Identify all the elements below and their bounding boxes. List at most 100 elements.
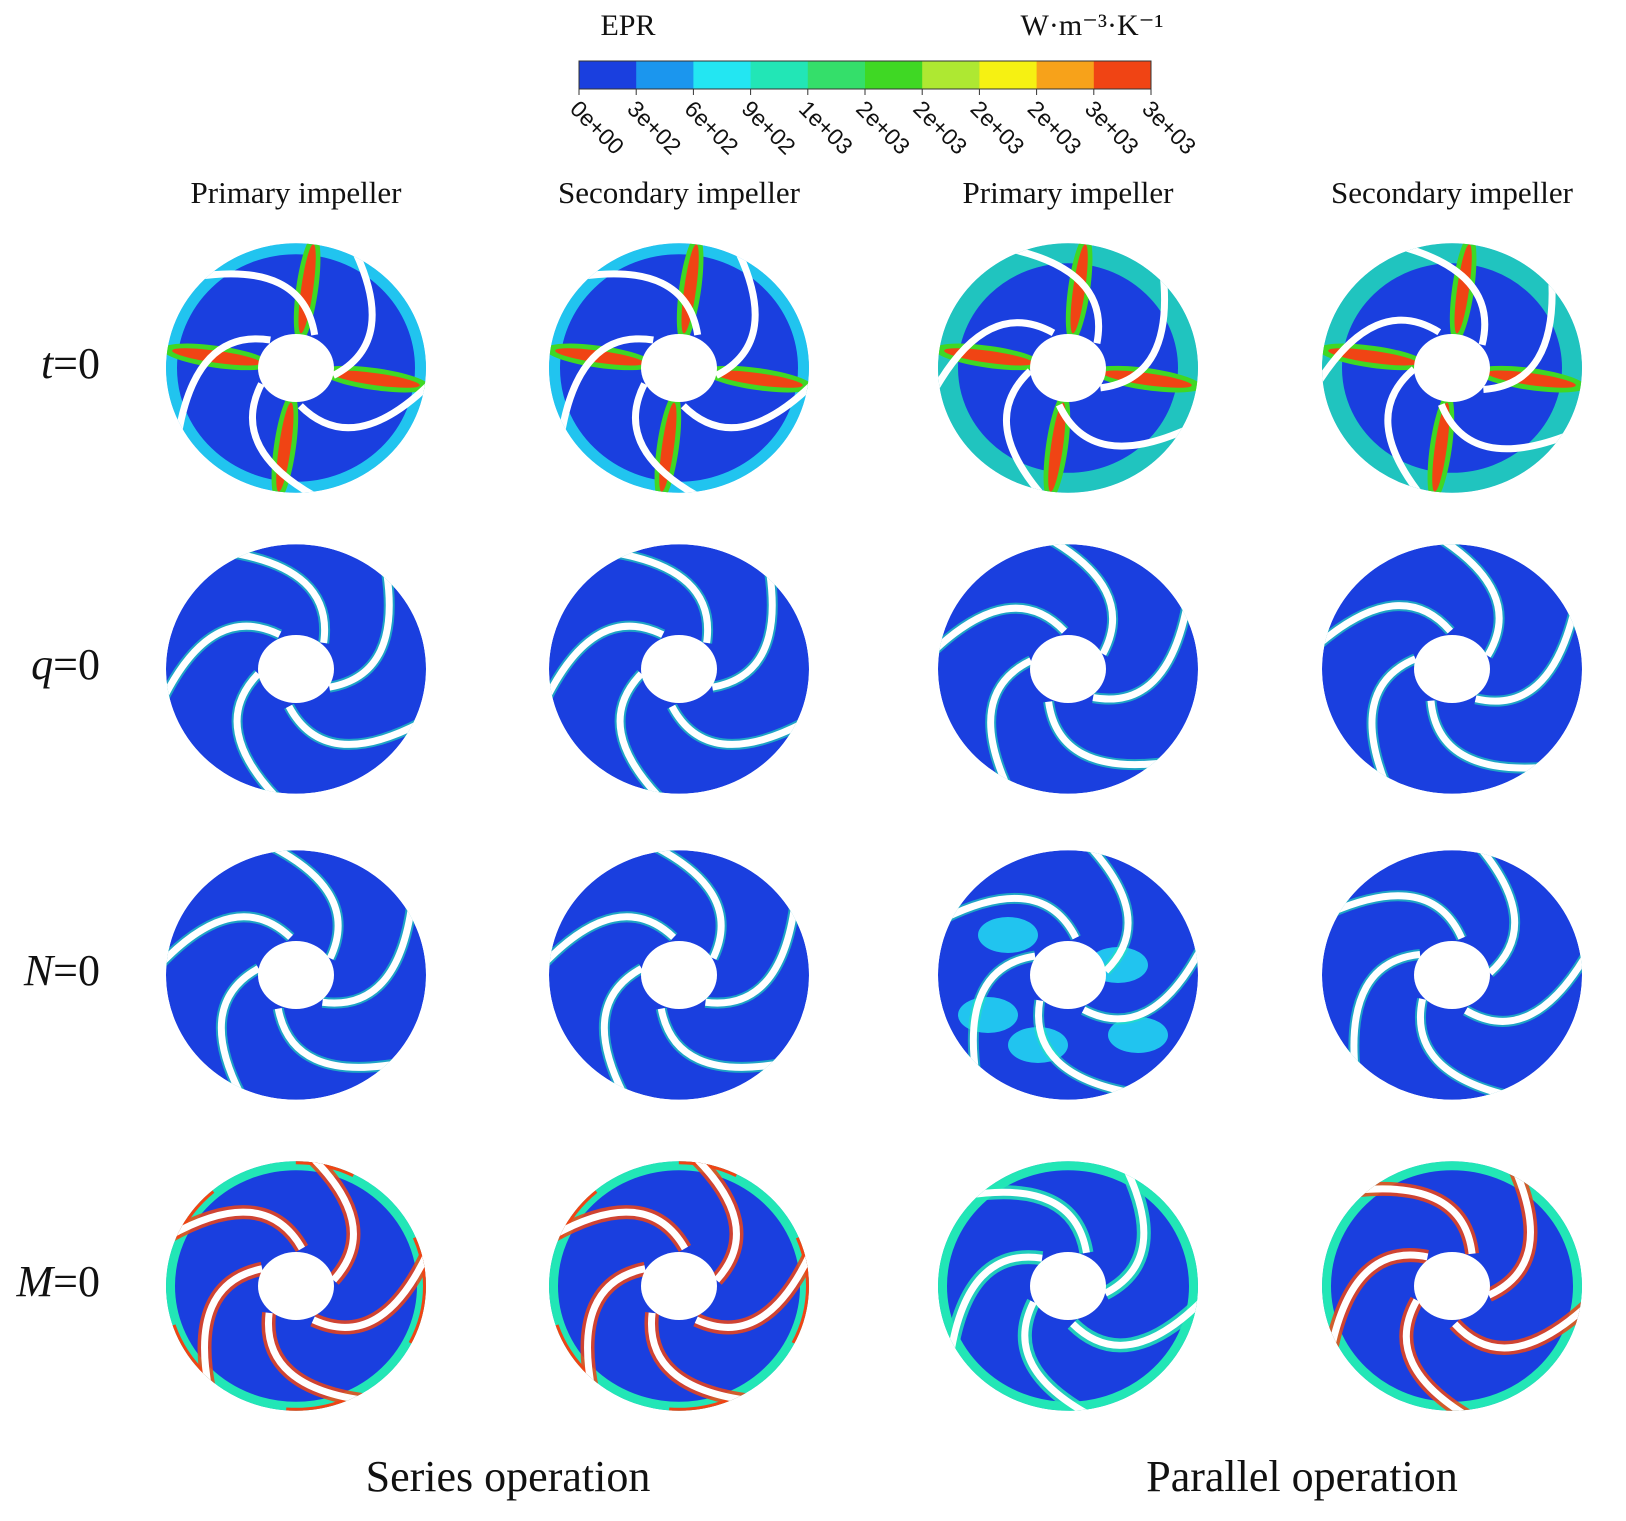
blade: [1081, 946, 1198, 1023]
blade: [262, 850, 342, 960]
blade: [657, 1007, 784, 1071]
blade: [1350, 950, 1421, 1071]
blade: [645, 850, 725, 960]
impeller: [549, 544, 809, 794]
blade: [685, 1161, 740, 1283]
hub: [641, 635, 717, 703]
blade: [1322, 602, 1454, 648]
blade: [632, 382, 709, 493]
impeller: [549, 1161, 809, 1411]
blade: [1035, 999, 1136, 1097]
blade: [680, 379, 809, 432]
blade: [938, 319, 1056, 393]
colorbar-band: [1093, 61, 1152, 89]
colorbar-unit: W·m⁻³·K⁻¹: [1021, 9, 1164, 42]
impeller: [1322, 544, 1582, 794]
blade: [233, 671, 286, 794]
blade: [1483, 275, 1556, 393]
blade: [297, 379, 426, 432]
colorbar-tick-label: 2e+03: [851, 95, 915, 159]
streak: [1102, 370, 1192, 388]
colorbar-band: [579, 61, 637, 89]
blade: [1092, 603, 1191, 703]
streak: [1486, 370, 1576, 388]
streak: [172, 348, 262, 366]
blade: [647, 1312, 753, 1405]
impeller: [1322, 850, 1582, 1100]
blade: [302, 1161, 357, 1283]
blade: [1471, 850, 1519, 976]
blade: [987, 657, 1033, 794]
patch: [1108, 1017, 1168, 1053]
blade: [942, 895, 1079, 940]
column-header: Primary impeller: [963, 175, 1175, 210]
row-symbol: M: [16, 1257, 56, 1306]
group-label: Parallel operation: [1146, 1452, 1458, 1501]
row-label: M=0: [16, 1257, 100, 1306]
hub: [1414, 941, 1490, 1009]
blade: [584, 1265, 646, 1392]
hub: [1414, 334, 1490, 402]
column-header: Primary impeller: [191, 175, 403, 210]
row-text: =0: [53, 339, 100, 388]
streak: [555, 348, 645, 366]
streak: [1432, 402, 1450, 492]
blade: [322, 903, 416, 1007]
hub: [258, 941, 334, 1009]
streak: [1048, 402, 1066, 492]
blade: [1327, 1251, 1429, 1350]
hub: [641, 941, 717, 1009]
blade: [969, 952, 1036, 1076]
row-symbol: t: [41, 339, 55, 388]
blade: [1452, 1303, 1582, 1352]
hub: [1030, 941, 1106, 1009]
blade: [947, 1253, 1043, 1356]
column-header: Secondary impeller: [558, 175, 801, 210]
colorbar-tick-label: 1e+03: [794, 95, 858, 159]
blade: [1045, 701, 1168, 769]
impeller-maps: [166, 243, 1582, 1411]
hub: [641, 334, 717, 402]
hub: [258, 1252, 334, 1320]
row-text: =0: [53, 946, 100, 995]
blade: [1487, 1162, 1534, 1299]
blade: [616, 671, 669, 794]
impeller: [166, 1161, 426, 1411]
blade: [938, 604, 1068, 655]
blade: [1384, 366, 1429, 493]
colorbar-tick-label: 2e+03: [966, 95, 1030, 159]
column-headers: Primary impeller Secondary impeller Primar…: [191, 175, 1574, 210]
colorbar-tick-label: 3e+02: [622, 95, 686, 159]
blade: [549, 913, 677, 967]
impeller: [938, 243, 1198, 493]
blade: [557, 335, 654, 437]
blade: [328, 566, 393, 691]
blade: [577, 270, 702, 336]
blade: [1003, 368, 1052, 493]
streak: [944, 348, 1034, 366]
blade: [668, 704, 806, 748]
colorbar-tick-label: 2e+03: [1023, 95, 1087, 159]
colorbar-band: [636, 61, 694, 89]
blade: [1103, 1161, 1148, 1297]
blade: [1464, 952, 1582, 1025]
impeller: [549, 850, 809, 1100]
blade: [1329, 892, 1465, 940]
impeller: [1322, 243, 1582, 493]
blade: [167, 1208, 306, 1251]
streak: [1454, 244, 1472, 334]
hub: [1030, 635, 1106, 703]
hub: [1414, 635, 1490, 703]
blade: [1417, 998, 1514, 1100]
colorbar-band: [750, 61, 809, 89]
row-text: =0: [53, 1257, 100, 1306]
blade: [311, 1250, 426, 1331]
hub: [1030, 1252, 1106, 1320]
streak: [681, 244, 699, 334]
blade: [1427, 700, 1547, 772]
blade: [174, 335, 271, 437]
impeller: [938, 850, 1198, 1100]
colorbar-band: [865, 61, 923, 89]
row-labels: t=0q=0N=0M=0: [16, 339, 100, 1306]
blade: [1438, 403, 1573, 453]
